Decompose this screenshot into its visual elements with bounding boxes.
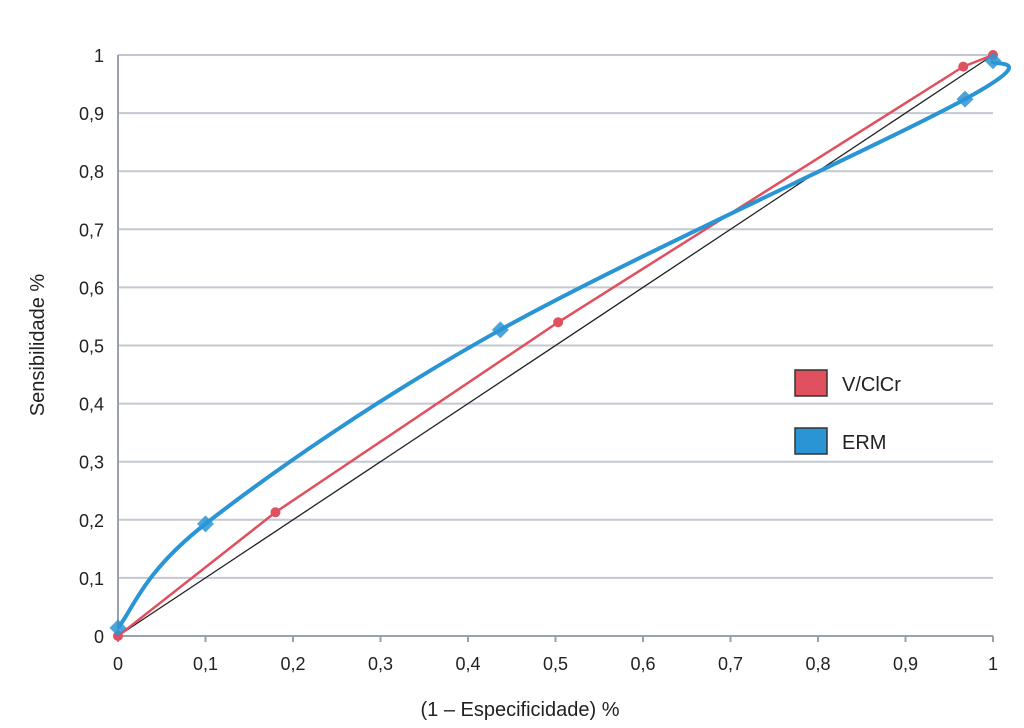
data-point-v-clcr bbox=[958, 61, 969, 72]
data-point-erm bbox=[109, 619, 127, 637]
x-tick-label: 0,2 bbox=[280, 654, 305, 674]
y-tick-label: 0,4 bbox=[79, 395, 104, 415]
series-line-erm bbox=[116, 59, 1011, 630]
y-tick-label: 0,8 bbox=[79, 162, 104, 182]
data-point-v-clcr bbox=[553, 317, 564, 328]
x-tick-label: 0,5 bbox=[543, 654, 568, 674]
data-point-v-clcr bbox=[270, 507, 281, 518]
data-point-erm bbox=[956, 90, 974, 108]
x-tick-label: 0 bbox=[113, 654, 123, 674]
x-tick-label: 0,1 bbox=[193, 654, 218, 674]
y-tick-label: 0,5 bbox=[79, 337, 104, 357]
y-tick-label: 0,7 bbox=[79, 220, 104, 240]
y-tick-label: 0,3 bbox=[79, 453, 104, 473]
x-tick-label: 0,7 bbox=[718, 654, 743, 674]
x-tick-label: 1 bbox=[988, 654, 998, 674]
data-point-erm bbox=[491, 321, 509, 339]
legend: V/ClCr ERM bbox=[794, 369, 901, 455]
x-tick-label: 0,6 bbox=[630, 654, 655, 674]
x-axis-label: (1 – Especificidade) % bbox=[421, 699, 620, 721]
y-tick-label: 0 bbox=[94, 627, 104, 647]
data-point-erm bbox=[197, 515, 214, 533]
x-tick-label: 0,3 bbox=[368, 654, 393, 674]
reference-diagonal-line bbox=[117, 54, 994, 637]
y-tick-label: 0,6 bbox=[79, 278, 104, 298]
y-axis-label: Sensibilidade % bbox=[27, 274, 49, 417]
y-tick-label: 0,9 bbox=[79, 104, 104, 124]
legend-swatch-v-clcr bbox=[794, 369, 828, 397]
legend-label-erm: ERM bbox=[842, 432, 886, 454]
data-point-erm bbox=[984, 52, 1002, 70]
x-tick-label: 0,9 bbox=[893, 654, 918, 674]
legend-label-v-clcr: V/ClCr bbox=[842, 374, 901, 396]
y-tick-label: 0,1 bbox=[79, 569, 104, 589]
x-tick-label: 0,4 bbox=[455, 654, 480, 674]
y-tick-label: 0,2 bbox=[79, 511, 104, 531]
y-tick-label: 1 bbox=[94, 46, 104, 66]
legend-swatch-erm bbox=[794, 427, 828, 455]
x-tick-label: 0,8 bbox=[805, 654, 830, 674]
